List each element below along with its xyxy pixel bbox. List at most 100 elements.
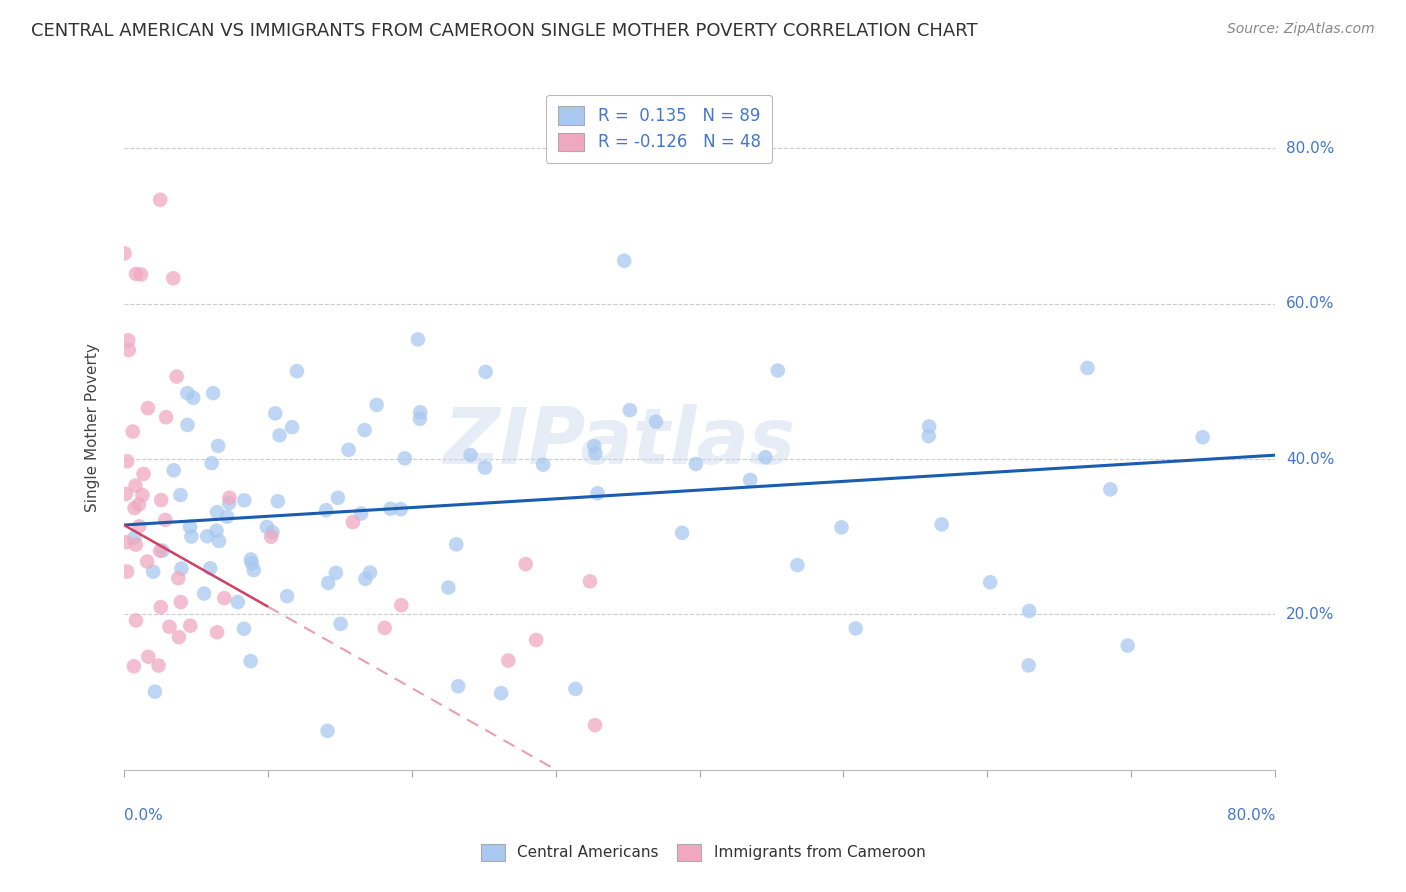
Text: 0.0%: 0.0% (124, 808, 163, 823)
Point (163, 463, 186, 477)
Point (315, 503, 337, 517)
Point (316, 575, 339, 590)
Point (159, 620, 181, 634)
Point (195, 529, 218, 543)
Y-axis label: Single Mother Poverty: Single Mother Poverty (86, 343, 100, 512)
Point (389, 598, 412, 612)
Point (586, 486, 609, 500)
Point (409, 412, 432, 426)
Point (129, 268, 152, 282)
Point (114, 246, 136, 260)
Point (179, 520, 201, 534)
Point (242, 563, 264, 577)
Point (217, 509, 239, 524)
Point (394, 451, 416, 466)
Point (474, 365, 496, 379)
Point (149, 193, 172, 207)
Point (619, 403, 641, 417)
Point (489, 686, 512, 700)
Point (380, 501, 402, 516)
Text: 60.0%: 60.0% (1286, 296, 1334, 311)
Point (329, 616, 352, 631)
Point (366, 398, 388, 412)
Point (179, 618, 201, 632)
Point (193, 586, 215, 600)
Point (152, 543, 174, 558)
Text: Source: ZipAtlas.com: Source: ZipAtlas.com (1227, 22, 1375, 37)
Point (685, 457, 707, 471)
Point (613, 253, 636, 268)
Point (437, 581, 460, 595)
Point (262, 525, 284, 540)
Point (202, 386, 225, 401)
Point (218, 491, 240, 505)
Point (515, 557, 537, 571)
Point (786, 558, 808, 573)
Point (1018, 658, 1040, 673)
Point (531, 458, 554, 472)
Point (122, 659, 145, 673)
Text: CENTRAL AMERICAN VS IMMIGRANTS FROM CAMEROON SINGLE MOTHER POVERTY CORRELATION C: CENTRAL AMERICAN VS IMMIGRANTS FROM CAME… (31, 22, 977, 40)
Point (409, 405, 432, 419)
Point (256, 520, 278, 534)
Text: 80.0%: 80.0% (1227, 808, 1275, 823)
Point (316, 723, 339, 738)
Point (830, 520, 852, 534)
Point (167, 630, 190, 644)
Point (326, 491, 349, 505)
Point (1116, 639, 1139, 653)
Text: 80.0%: 80.0% (1286, 141, 1334, 156)
Point (359, 566, 381, 580)
Point (918, 429, 941, 443)
Point (128, 519, 150, 533)
Point (162, 271, 184, 285)
Point (524, 632, 547, 647)
Point (124, 478, 146, 492)
Point (149, 600, 172, 615)
Point (239, 654, 262, 668)
Point (132, 467, 155, 481)
Point (143, 684, 166, 698)
Point (583, 446, 606, 460)
Point (1191, 430, 1213, 444)
Point (374, 621, 396, 635)
Point (931, 517, 953, 532)
Point (979, 575, 1001, 590)
Point (406, 332, 429, 346)
Point (136, 401, 159, 416)
Point (201, 456, 224, 470)
Point (150, 493, 173, 508)
Point (269, 428, 291, 442)
Point (354, 572, 377, 586)
Point (117, 334, 139, 348)
Point (740, 473, 762, 487)
Text: 20.0%: 20.0% (1286, 607, 1334, 622)
Point (218, 496, 240, 510)
Point (446, 537, 468, 551)
Point (207, 439, 229, 453)
Point (460, 448, 482, 462)
Point (208, 534, 231, 549)
Legend: R =  0.135   N = 89, R = -0.126   N = 48: R = 0.135 N = 89, R = -0.126 N = 48 (546, 95, 772, 163)
Point (583, 439, 606, 453)
Point (276, 589, 298, 603)
Text: 40.0%: 40.0% (1286, 451, 1334, 467)
Point (125, 267, 148, 281)
Point (671, 525, 693, 540)
Point (121, 425, 143, 439)
Point (350, 507, 373, 521)
Point (155, 513, 177, 527)
Point (337, 442, 360, 457)
Point (645, 415, 668, 429)
Point (260, 530, 283, 544)
Point (118, 343, 141, 357)
Legend: Central Americans, Immigrants from Cameroon: Central Americans, Immigrants from Camer… (472, 837, 934, 868)
Point (170, 561, 193, 575)
Point (136, 555, 159, 569)
Point (342, 515, 364, 529)
Point (1076, 360, 1098, 375)
Point (124, 531, 146, 545)
Point (176, 386, 198, 401)
Point (125, 614, 148, 628)
Point (214, 591, 236, 606)
